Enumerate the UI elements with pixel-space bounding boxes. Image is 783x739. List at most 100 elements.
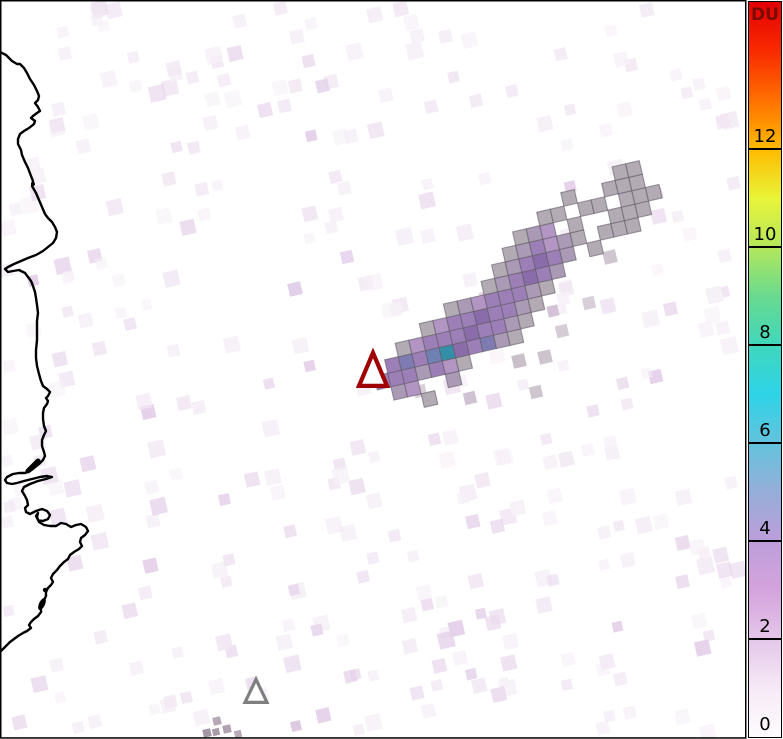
noise-speckle xyxy=(366,121,385,140)
noise-speckle xyxy=(148,702,162,716)
coastline-islet xyxy=(42,587,48,593)
noise-speckle xyxy=(546,487,564,504)
noise-speckle xyxy=(166,343,181,358)
noise-speckle xyxy=(715,320,731,336)
colorbar-tick-line xyxy=(749,344,781,346)
noise-speckle xyxy=(554,323,570,339)
colorbar-tick-label: 10 xyxy=(753,224,777,245)
noise-speckle xyxy=(185,70,200,85)
noise-speckle xyxy=(204,46,224,65)
noise-speckle xyxy=(692,77,706,91)
noise-speckle xyxy=(402,13,420,31)
plume-cell xyxy=(420,390,439,408)
noise-speckle xyxy=(675,574,690,590)
noise-speckle xyxy=(81,113,100,131)
noise-speckle xyxy=(47,478,65,496)
colorbar-tick-line xyxy=(749,148,781,150)
noise-speckle xyxy=(283,654,302,674)
noise-speckle xyxy=(580,442,595,457)
noise-speckle xyxy=(315,707,332,724)
noise-speckle xyxy=(471,677,488,694)
noise-speckle xyxy=(378,87,394,104)
noise-speckle xyxy=(271,79,289,97)
noise-speckle xyxy=(557,450,575,468)
noise-speckle xyxy=(222,724,232,734)
noise-speckle xyxy=(719,575,733,589)
plume-cell xyxy=(560,188,579,207)
noise-speckle xyxy=(243,471,261,488)
noise-speckle xyxy=(702,629,716,643)
noise-speckle xyxy=(616,101,633,118)
noise-speckle xyxy=(419,228,436,245)
noise-speckle xyxy=(301,53,316,69)
noise-speckle xyxy=(541,510,558,527)
noise-speckle xyxy=(304,17,318,31)
noise-speckle xyxy=(365,273,384,292)
noise-speckle xyxy=(140,298,153,311)
noise-speckle xyxy=(728,560,747,579)
noise-speckle xyxy=(135,392,153,411)
noise-speckle xyxy=(489,518,506,534)
noise-speckle xyxy=(77,312,94,329)
noise-speckle xyxy=(57,46,72,61)
noise-speckle xyxy=(287,281,303,297)
noise-speckle xyxy=(256,101,274,119)
noise-speckle xyxy=(11,714,28,731)
noise-speckle xyxy=(474,607,487,620)
noise-speckle xyxy=(95,256,108,270)
noise-speckle xyxy=(126,50,140,64)
noise-speckle xyxy=(563,103,577,116)
noise-speckle xyxy=(343,669,358,684)
noise-speckle xyxy=(612,51,630,68)
noise-speckle xyxy=(352,723,366,737)
noise-speckle xyxy=(436,630,456,650)
noise-speckle xyxy=(717,248,732,264)
noise-speckle xyxy=(366,551,380,565)
noise-speckle xyxy=(455,223,475,242)
noise-speckle xyxy=(535,596,553,614)
noise-speckle xyxy=(697,320,715,338)
noise-speckle xyxy=(498,676,511,689)
noise-speckle xyxy=(287,583,301,597)
noise-speckle xyxy=(650,207,668,225)
plume-cell xyxy=(549,205,568,224)
noise-speckle xyxy=(560,138,574,152)
noise-speckle xyxy=(488,347,506,365)
noise-speckle xyxy=(598,122,614,138)
colorbar-tick-label: 12 xyxy=(753,126,777,147)
noise-speckle xyxy=(147,439,167,459)
noise-speckle xyxy=(233,729,243,739)
noise-speckle xyxy=(388,302,404,318)
noise-speckle xyxy=(698,97,712,111)
noise-speckle xyxy=(539,432,553,446)
noise-speckle xyxy=(90,531,110,551)
noise-speckle xyxy=(162,269,181,288)
noise-speckle xyxy=(511,353,527,369)
noise-speckle xyxy=(690,612,708,630)
noise-speckle xyxy=(222,553,236,567)
noise-speckle xyxy=(485,392,503,410)
noise-speckle xyxy=(161,171,177,187)
noise-speckle xyxy=(2,604,15,618)
noise-speckle xyxy=(51,350,69,368)
noise-speckle xyxy=(339,249,355,265)
noise-speckle xyxy=(332,128,350,146)
noise-speckle xyxy=(673,708,691,726)
noise-speckle xyxy=(493,447,512,466)
noise-speckle xyxy=(726,175,742,191)
noise-speckle xyxy=(720,110,740,130)
noise-speckle xyxy=(216,73,232,88)
noise-speckle xyxy=(598,653,616,671)
noise-speckle xyxy=(712,546,730,564)
noise-speckle xyxy=(431,657,448,674)
colorbar-tick-label: 6 xyxy=(759,420,771,441)
colorbar: DU 12 10 8 6 4 2 0 xyxy=(748,1,782,738)
noise-speckle xyxy=(48,379,67,399)
noise-speckle xyxy=(75,138,92,155)
noise-speckle xyxy=(553,47,568,62)
noise-speckle xyxy=(438,451,457,469)
noise-speckle xyxy=(348,477,366,496)
plume-cell xyxy=(625,160,643,178)
noise-speckle xyxy=(418,191,436,210)
